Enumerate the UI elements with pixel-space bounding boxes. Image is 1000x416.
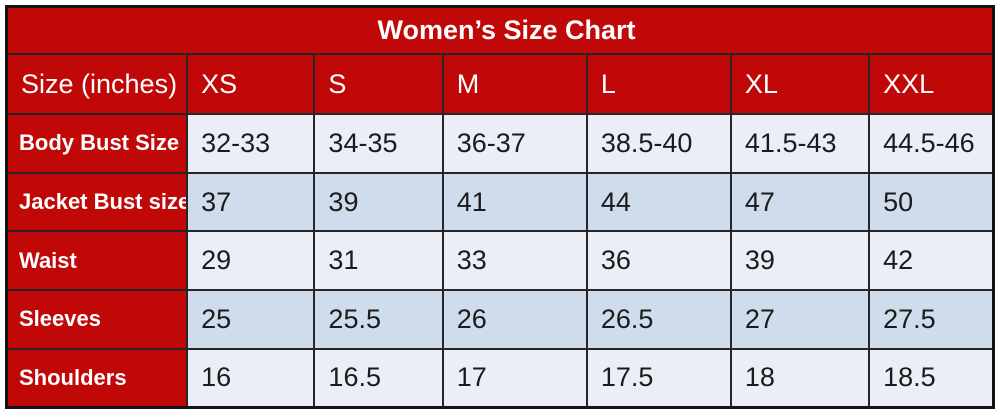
data-cell: 25 [186,289,316,350]
data-cell: 31 [313,230,444,292]
data-cell: 44 [585,171,732,233]
data-cell: 36 [585,230,732,292]
data-cell: 25.5 [313,289,444,350]
row-label-sleeves: Sleeves [5,289,189,350]
header-row: Size (inches) XS S M L XL XXL [5,53,995,116]
data-cell: 33 [441,230,588,292]
table-row-sleeves: Sleeves 25 25.5 26 26.5 27 27.5 [5,289,995,350]
header-cell-size-inches: Size (inches) [5,53,189,116]
table-row-jacket-bust-size: Jacket Bust size 37 39 41 44 47 50 [5,171,995,233]
header-cell-xl: XL [729,53,871,116]
table-row-waist: Waist 29 31 33 36 39 42 [5,230,995,292]
data-cell: 44.5-46 [868,113,995,174]
header-cell-s: S [313,53,444,116]
header-cell-xs: XS [186,53,316,116]
data-cell: 29 [186,230,316,292]
header-cell-m: M [441,53,588,116]
womens-size-chart-table: Women’s Size Chart Size (inches) XS S M … [5,5,995,409]
data-cell: 16 [186,347,316,409]
row-label-waist: Waist [5,230,189,292]
data-cell: 38.5-40 [585,113,732,174]
data-cell: 16.5 [313,347,444,409]
header-cell-l: L [585,53,732,116]
data-cell: 41 [441,171,588,233]
data-cell: 17 [441,347,588,409]
row-label-body-bust-size: Body Bust Size [5,113,189,174]
data-cell: 41.5-43 [729,113,871,174]
header-cell-xxl: XXL [868,53,995,116]
data-cell: 18.5 [868,347,995,409]
data-cell: 42 [868,230,995,292]
data-cell: 36-37 [441,113,588,174]
data-cell: 27.5 [868,289,995,350]
chart-title: Women’s Size Chart [5,5,995,56]
data-cell: 39 [729,230,871,292]
data-cell: 47 [729,171,871,233]
data-cell: 26.5 [585,289,732,350]
data-cell: 18 [729,347,871,409]
title-row: Women’s Size Chart [5,5,995,56]
data-cell: 17.5 [585,347,732,409]
data-cell: 27 [729,289,871,350]
data-cell: 39 [313,171,444,233]
table-row-body-bust-size: Body Bust Size 32-33 34-35 36-37 38.5-40… [5,113,995,174]
data-cell: 26 [441,289,588,350]
row-label-jacket-bust-size: Jacket Bust size [5,171,189,233]
table-row-shoulders: Shoulders 16 16.5 17 17.5 18 18.5 [5,347,995,409]
data-cell: 32-33 [186,113,316,174]
data-cell: 34-35 [313,113,444,174]
data-cell: 37 [186,171,316,233]
data-cell: 50 [868,171,995,233]
row-label-shoulders: Shoulders [5,347,189,409]
